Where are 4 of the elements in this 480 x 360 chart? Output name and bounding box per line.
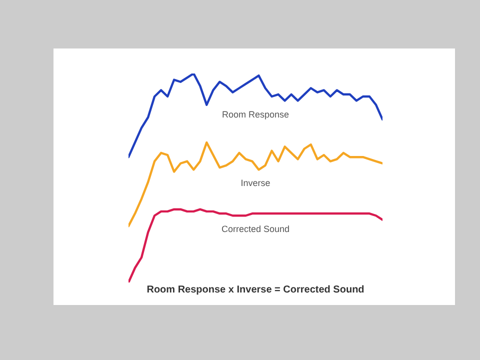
- series-label: Room Response: [222, 109, 290, 120]
- series-label: Inverse: [240, 178, 270, 188]
- text: Room Response x Inverse = Corrected Sound: [146, 284, 364, 296]
- series-label: Corrected Sound: [221, 224, 290, 234]
